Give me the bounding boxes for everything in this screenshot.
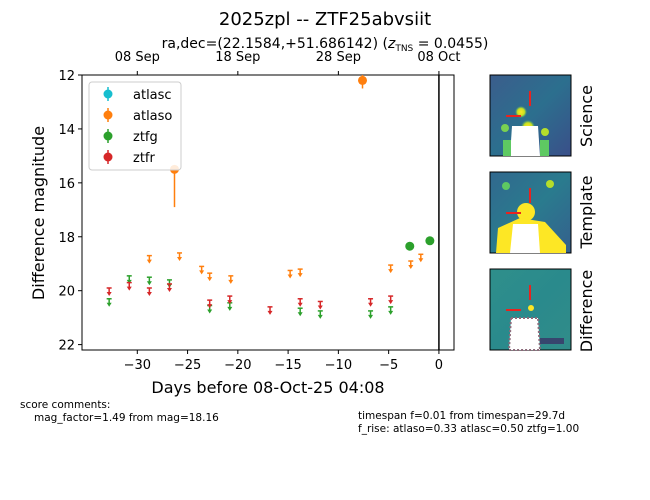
- legend-label: ztfg: [133, 130, 158, 145]
- legend-label: ztfr: [133, 151, 155, 166]
- ztfr-upper-limit: [267, 306, 273, 315]
- subtitle-z: z: [387, 36, 396, 52]
- x-tick-label: −25: [174, 358, 201, 373]
- atlaso-upper-limit: [199, 265, 205, 275]
- x-axis-label: Days before 08-Oct-25 04:08: [151, 378, 384, 397]
- legend-label: atlasc: [133, 88, 172, 103]
- science-stamp: [489, 74, 572, 157]
- subtitle-sub: TNS: [394, 44, 413, 54]
- legend-marker: [103, 110, 113, 120]
- ztfg-upper-limit: [388, 306, 394, 315]
- ztfg-upper-limit: [106, 298, 112, 307]
- y-tick-label: 18: [58, 231, 75, 246]
- atlaso-upper-limit: [177, 252, 183, 261]
- top-tick-label: 18 Sep: [215, 50, 260, 65]
- y-tick-label: 22: [58, 339, 75, 354]
- ztfg-upper-limit: [146, 276, 152, 286]
- x-tick-label: −15: [274, 358, 301, 373]
- chart-axes: −30 −25 −20 −15 −10 −5 0 08 Sep 18 Sep 28 Sep 08 O…: [58, 50, 460, 373]
- legend-frame: [88, 81, 182, 171]
- ztfg-detection: [405, 241, 415, 251]
- difference-stamp: [489, 268, 572, 351]
- ztfr-upper-limit: [368, 298, 374, 307]
- ztfr-upper-limit: [297, 298, 303, 307]
- legend-item-atlasc: atlasc: [103, 87, 172, 103]
- legend-item-atlaso: atlaso: [103, 108, 172, 124]
- atlaso-upper-limit: [207, 272, 213, 282]
- ztfr-upper-limit: [207, 299, 213, 309]
- atlaso-upper-limit: [228, 275, 234, 284]
- chart-subtitle: ra,dec=(22.1584,+51.686142) (zTNS = 0.04…: [162, 36, 489, 54]
- legend-item-ztfr: ztfr: [103, 150, 155, 166]
- legend-item-ztfg: ztfg: [103, 129, 158, 145]
- legend-label: atlaso: [133, 109, 172, 124]
- ztfr-upper-limit: [106, 287, 112, 296]
- y-tick-label: 14: [58, 123, 75, 138]
- atlaso-upper-limit: [297, 268, 303, 278]
- atlaso-upper-limit: [388, 264, 394, 274]
- template-stamp: [489, 171, 572, 254]
- top-tick-label: 08 Oct: [417, 50, 460, 65]
- subtitle-prefix: ra,dec=(22.1584,+51.686142) (: [162, 36, 388, 52]
- score-comments-title: score comments:: [20, 399, 110, 411]
- legend-marker: [103, 89, 113, 99]
- atlaso-upper-limit: [408, 260, 414, 270]
- stamp-label-template: Template: [577, 175, 596, 249]
- y-axis-label: Difference magnitude: [29, 126, 48, 300]
- atlaso-detection: [358, 75, 368, 89]
- stamp-label-difference: Difference: [577, 270, 596, 352]
- x-tick-label: −30: [124, 358, 151, 373]
- y-tick-label: 12: [58, 69, 75, 84]
- y-tick-label: 20: [58, 285, 75, 300]
- ztfg-upper-limit: [317, 310, 323, 319]
- atlaso-upper-limit: [287, 269, 293, 279]
- x-tick-label: −10: [325, 358, 352, 373]
- legend-marker: [103, 131, 113, 141]
- timespan-line: timespan f=0.01 from timespan=29.7d: [358, 410, 565, 422]
- legend-marker: [103, 152, 113, 162]
- ztfg-detection: [425, 236, 435, 246]
- ztfr-upper-limit: [227, 295, 233, 305]
- ztfr-upper-limit: [317, 300, 323, 310]
- stamp-label-science: Science: [577, 85, 596, 147]
- subtitle-suffix: = 0.0455): [413, 36, 488, 52]
- x-tick-label: −20: [224, 358, 251, 373]
- ztfg-upper-limit: [368, 310, 374, 319]
- frise-line: f_rise: atlaso=0.33 atlasc=0.50 ztfg=1.0…: [358, 423, 579, 435]
- ztfr-upper-limit: [388, 295, 394, 305]
- top-tick-label: 28 Sep: [316, 50, 361, 65]
- x-tick-label: −5: [379, 358, 398, 373]
- ztfr-upper-limit: [166, 283, 172, 292]
- ztfr-upper-limit: [146, 287, 152, 296]
- atlaso-upper-limit: [146, 254, 152, 264]
- ztfr-upper-limit: [126, 281, 132, 291]
- atlaso-upper-limit: [418, 253, 424, 263]
- score-comments-line: mag_factor=1.49 from mag=18.16: [34, 412, 219, 424]
- top-tick-label: 08 Sep: [115, 50, 160, 65]
- y-tick-label: 16: [58, 177, 75, 192]
- legend: atlasc atlaso ztfg ztfr: [88, 81, 182, 171]
- chart-title: 2025zpl -- ZTF25abvsiit: [219, 9, 431, 30]
- x-tick-label: 0: [435, 358, 443, 373]
- ztfg-upper-limit: [297, 307, 303, 317]
